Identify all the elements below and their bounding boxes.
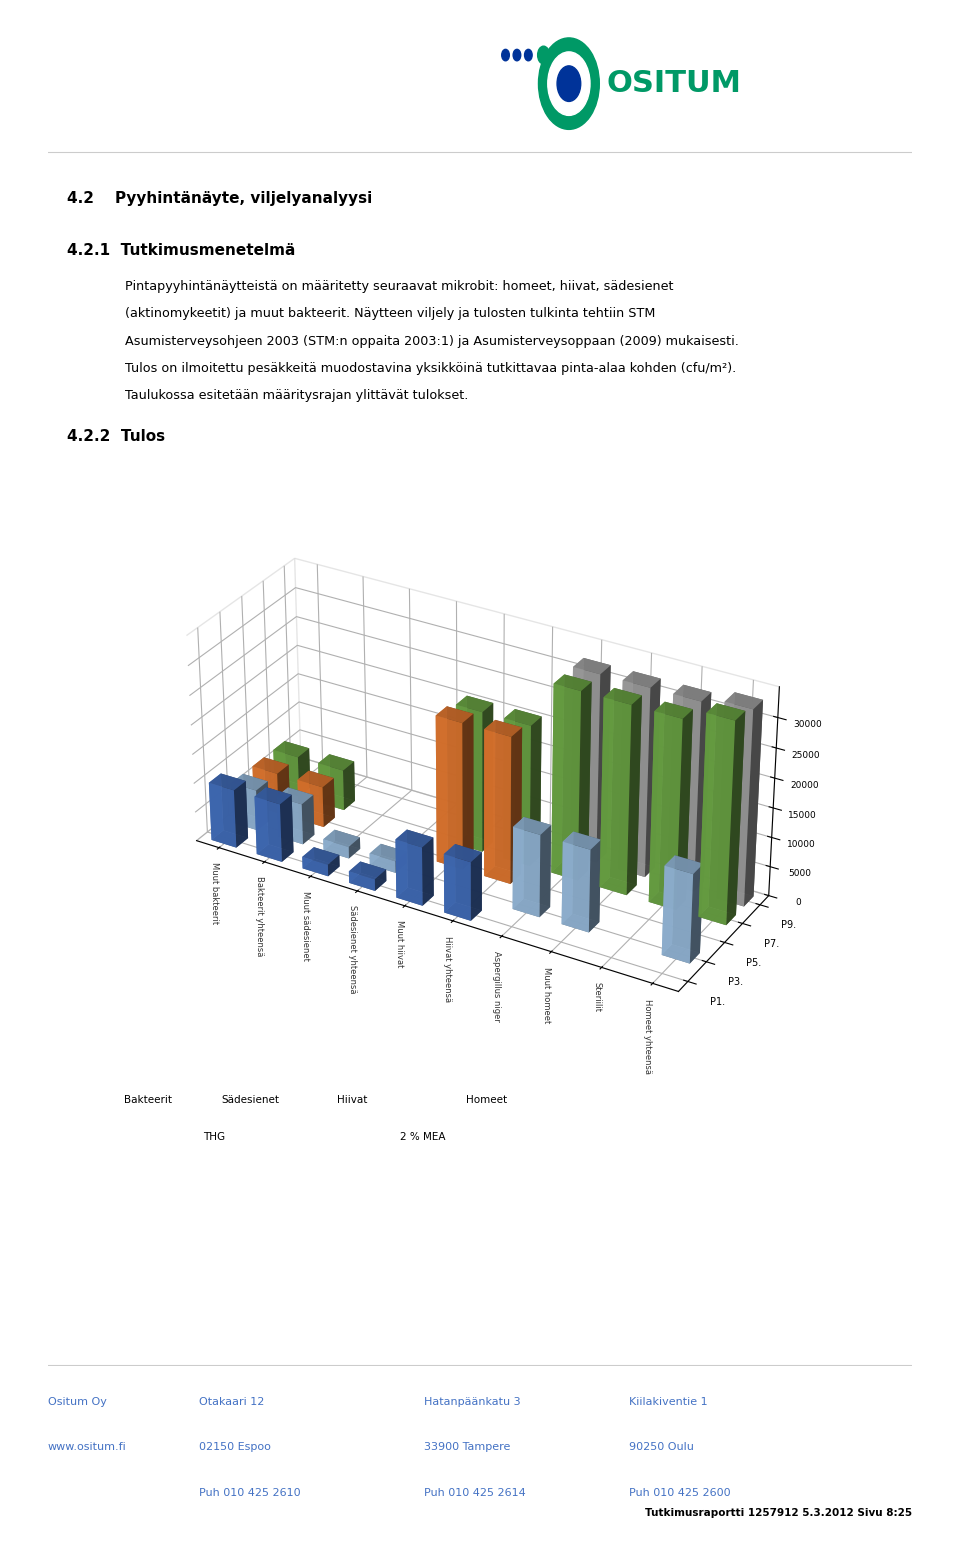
Text: Kiilakiventie 1: Kiilakiventie 1 (629, 1397, 708, 1406)
Text: Puh 010 425 2614: Puh 010 425 2614 (424, 1487, 525, 1498)
Text: Homeet: Homeet (466, 1095, 507, 1104)
Text: THG: THG (204, 1132, 226, 1142)
Text: Puh 010 425 2600: Puh 010 425 2600 (629, 1487, 731, 1498)
Circle shape (502, 50, 510, 60)
Text: Hiivat: Hiivat (337, 1095, 368, 1104)
Text: www.ositum.fi: www.ositum.fi (48, 1442, 127, 1451)
Text: Puh 010 425 2610: Puh 010 425 2610 (200, 1487, 300, 1498)
Circle shape (539, 37, 599, 130)
Text: 4.2.1  Tutkimusmenetelmä: 4.2.1 Tutkimusmenetelmä (67, 243, 296, 259)
Circle shape (538, 46, 549, 64)
Text: Tulos on ilmoitettu pesäkkeitä muodostavina yksikköinä tutkittavaa pinta-alaa ko: Tulos on ilmoitettu pesäkkeitä muodostav… (125, 362, 736, 375)
Text: Hatanpäänkatu 3: Hatanpäänkatu 3 (424, 1397, 520, 1406)
Text: Ositum Oy: Ositum Oy (48, 1397, 107, 1406)
Text: 4.2.2  Tulos: 4.2.2 Tulos (67, 429, 165, 445)
Text: 90250 Oulu: 90250 Oulu (629, 1442, 693, 1451)
Text: Asumisterveysohjeen 2003 (STM:n oppaita 2003:1) ja Asumisterveysoppaan (2009) mu: Asumisterveysohjeen 2003 (STM:n oppaita … (125, 335, 738, 347)
Text: 33900 Tampere: 33900 Tampere (424, 1442, 510, 1451)
Text: 02150 Espoo: 02150 Espoo (200, 1442, 271, 1451)
Text: Pintapyyhintänäytteistä on määritetty seuraavat mikrobit: homeet, hiivat, sädesi: Pintapyyhintänäytteistä on määritetty se… (125, 280, 673, 293)
Text: Otakaari 12: Otakaari 12 (200, 1397, 265, 1406)
Text: Taulukossa esitetään määritysrajan ylittävät tulokset.: Taulukossa esitetään määritysrajan ylitt… (125, 389, 468, 401)
Circle shape (548, 53, 590, 116)
Text: 4.2    Pyyhintänäyte, viljelyanalyysi: 4.2 Pyyhintänäyte, viljelyanalyysi (67, 191, 372, 206)
Circle shape (557, 67, 581, 101)
Text: OSITUM: OSITUM (607, 70, 742, 98)
Text: 2 % MEA: 2 % MEA (400, 1132, 445, 1142)
Text: (aktinomykeetit) ja muut bakteerit. Näytteen viljely ja tulosten tulkinta tehtii: (aktinomykeetit) ja muut bakteerit. Näyt… (125, 307, 655, 321)
Circle shape (524, 50, 532, 60)
Text: Bakteerit: Bakteerit (124, 1095, 172, 1104)
Text: Sädesienet: Sädesienet (221, 1095, 279, 1104)
Text: Tutkimusraportti 1257912 5.3.2012 Sivu 8:25: Tutkimusraportti 1257912 5.3.2012 Sivu 8… (645, 1509, 912, 1518)
Circle shape (514, 50, 520, 60)
